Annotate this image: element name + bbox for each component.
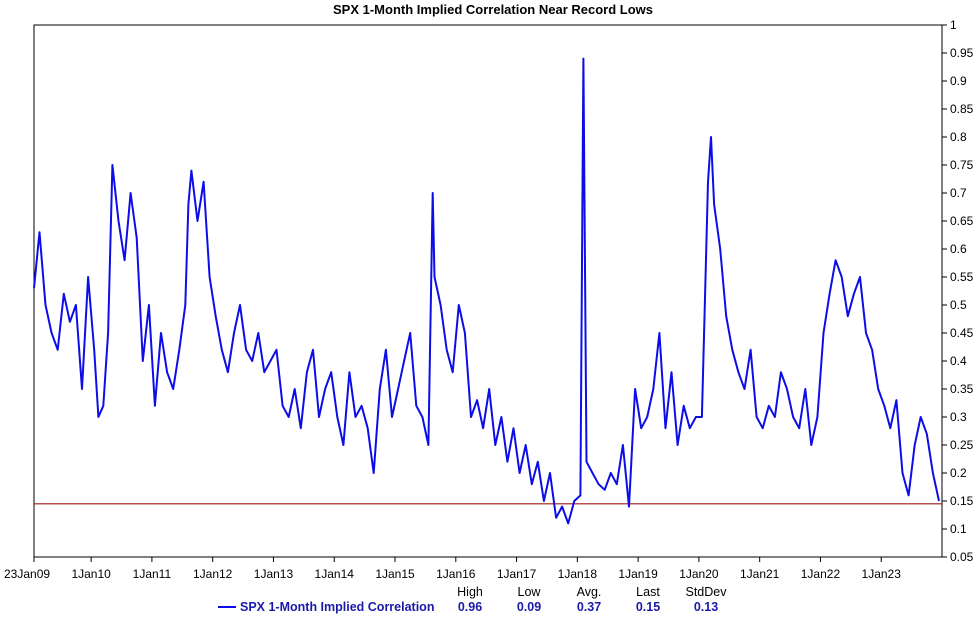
- x-tick-label: 1Jan22: [801, 567, 841, 581]
- y-tick-label: 0.95: [950, 46, 974, 60]
- y-tick-label: 0.75: [950, 158, 974, 172]
- y-tick-label: 0.4: [950, 354, 967, 368]
- y-tick-label: 0.1: [950, 522, 967, 536]
- stat-value: 0.37: [577, 600, 601, 614]
- x-tick-label: 1Jan21: [740, 567, 780, 581]
- x-tick-label: 1Jan14: [315, 567, 355, 581]
- y-tick-label: 0.45: [950, 326, 974, 340]
- y-tick-label: 0.8: [950, 130, 967, 144]
- y-tick-label: 0.3: [950, 410, 967, 424]
- stat-label: Avg.: [577, 585, 602, 599]
- x-tick-label: 1Jan11: [133, 567, 172, 581]
- stat-value: 0.96: [458, 600, 482, 614]
- x-tick-label: 1Jan12: [193, 567, 233, 581]
- x-tick-label: 1Jan18: [558, 567, 598, 581]
- y-tick-label: 0.55: [950, 270, 974, 284]
- y-tick-label: 0.65: [950, 214, 974, 228]
- x-tick-label: 1Jan19: [618, 567, 658, 581]
- y-tick-label: 0.9: [950, 74, 967, 88]
- stat-value: 0.13: [694, 600, 718, 614]
- y-tick-label: 0.05: [950, 550, 974, 564]
- x-tick-label: 1Jan10: [71, 567, 111, 581]
- x-axis: 23Jan09 1Jan10 1Jan11 1Jan12 1Jan13 1Jan14 1Ja…: [4, 557, 901, 581]
- y-tick-label: 0.25: [950, 438, 974, 452]
- x-tick-label: 1Jan20: [679, 567, 719, 581]
- series-line-0: [33, 57, 940, 525]
- series-layer: [33, 57, 940, 525]
- chart-title: SPX 1-Month Implied Correlation Near Rec…: [333, 2, 653, 17]
- y-tick-label: 0.35: [950, 382, 974, 396]
- y-tick-label: 0.15: [950, 494, 974, 508]
- y-tick-label: 1: [950, 18, 957, 32]
- x-tick-label: 1Jan15: [375, 567, 415, 581]
- plot-area: [33, 24, 943, 558]
- y-tick-label: 0.7: [950, 186, 967, 200]
- x-tick-label: 1Jan16: [436, 567, 476, 581]
- stat-value: 0.15: [636, 600, 660, 614]
- stat-label: StdDev: [686, 585, 728, 599]
- stat-label: Low: [518, 585, 542, 599]
- y-tick-label: 0.6: [950, 242, 967, 256]
- stat-label: Last: [636, 585, 660, 599]
- x-tick-label: 1Jan13: [254, 567, 294, 581]
- x-tick-label: 1Jan17: [497, 567, 537, 581]
- y-axis: 1 0.95 0.9 0.85 0.8 0.75 0.7 0.65 0.6 0.55 0.5 0.45…: [942, 18, 974, 564]
- legend: SPX 1-Month Implied Correlation: [218, 600, 434, 614]
- stat-value: 0.09: [517, 600, 541, 614]
- legend-label: SPX 1-Month Implied Correlation: [240, 600, 434, 614]
- x-tick-label: 23Jan09: [4, 567, 50, 581]
- x-tick-label: 1Jan23: [862, 567, 902, 581]
- y-tick-label: 0.85: [950, 102, 974, 116]
- y-tick-label: 0.2: [950, 466, 967, 480]
- stat-label: High: [457, 585, 483, 599]
- y-tick-label: 0.5: [950, 298, 967, 312]
